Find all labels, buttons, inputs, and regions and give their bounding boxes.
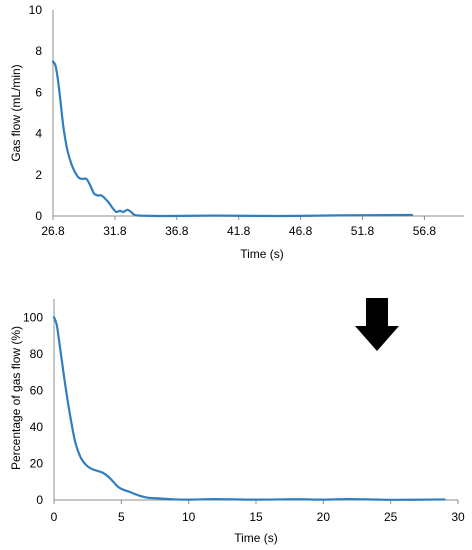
x-tick-label: 5 bbox=[118, 510, 125, 524]
x-tick-label: 41.8 bbox=[227, 224, 251, 238]
x-tick-label: 31.8 bbox=[103, 224, 127, 238]
y-tick-label: 0 bbox=[36, 493, 43, 507]
y-tick-label: 8 bbox=[35, 44, 42, 58]
x-tick-label: 46.8 bbox=[289, 224, 313, 238]
y-tick-label: 20 bbox=[30, 456, 44, 470]
gas-flow-chart: 0 2 4 6 8 10 26.8 31.8 36.8 41.8 46.8 51.8 56.8 Tim… bbox=[9, 3, 464, 261]
x-tick-label: 36.8 bbox=[165, 224, 189, 238]
x-tick-label: 20 bbox=[317, 510, 331, 524]
x-tick-label: 10 bbox=[182, 510, 196, 524]
y-tick-label: 0 bbox=[35, 209, 42, 223]
y-tick-label: 6 bbox=[35, 85, 42, 99]
x-tick-label: 25 bbox=[384, 510, 398, 524]
x-tick-label: 15 bbox=[249, 510, 263, 524]
x-tick-label: 30 bbox=[451, 510, 465, 524]
x-axis-label: Time (s) bbox=[240, 247, 284, 261]
series-line bbox=[52, 316, 446, 501]
y-tick-label: 2 bbox=[35, 168, 42, 182]
y-tick-label: 80 bbox=[30, 347, 44, 361]
x-tick-label: 56.8 bbox=[413, 224, 437, 238]
x-tick-labels-bottom: 0 5 10 15 20 25 30 bbox=[51, 510, 465, 524]
x-tick-label: 0 bbox=[51, 510, 58, 524]
y-axis-label: Gas flow (mL/min) bbox=[9, 64, 23, 161]
series-line bbox=[51, 60, 414, 218]
y-tick-labels-top: 0 2 4 6 8 10 bbox=[29, 3, 43, 223]
x-tick-label: 26.8 bbox=[41, 224, 65, 238]
y-tick-label: 10 bbox=[29, 3, 43, 17]
y-tick-label: 40 bbox=[30, 420, 44, 434]
down-arrow-icon bbox=[355, 298, 399, 351]
y-tick-label: 4 bbox=[35, 127, 42, 141]
x-tick-label: 51.8 bbox=[351, 224, 375, 238]
percentage-gas-flow-chart: 0 20 40 60 80 100 0 5 10 15 20 25 30 Time (s) Perce… bbox=[9, 298, 465, 545]
x-axis-label: Time (s) bbox=[234, 531, 278, 545]
x-tick-labels-top: 26.8 31.8 36.8 41.8 46.8 51.8 56.8 bbox=[41, 224, 436, 238]
y-tick-label: 60 bbox=[30, 383, 44, 397]
y-axis-label: Percentage of gas flow (%) bbox=[9, 326, 23, 470]
y-tick-labels-bottom: 0 20 40 60 80 100 bbox=[23, 310, 43, 507]
y-tick-label: 100 bbox=[23, 310, 43, 324]
